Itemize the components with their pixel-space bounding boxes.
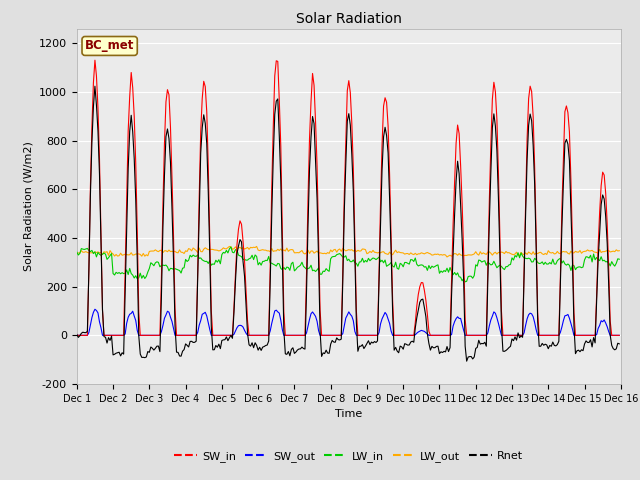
Y-axis label: Solar Radiation (W/m2): Solar Radiation (W/m2) xyxy=(24,142,33,271)
Legend: SW_in, SW_out, LW_in, LW_out, Rnet: SW_in, SW_out, LW_in, LW_out, Rnet xyxy=(170,446,527,466)
X-axis label: Time: Time xyxy=(335,409,362,419)
Text: BC_met: BC_met xyxy=(85,39,134,52)
Title: Solar Radiation: Solar Radiation xyxy=(296,12,402,26)
